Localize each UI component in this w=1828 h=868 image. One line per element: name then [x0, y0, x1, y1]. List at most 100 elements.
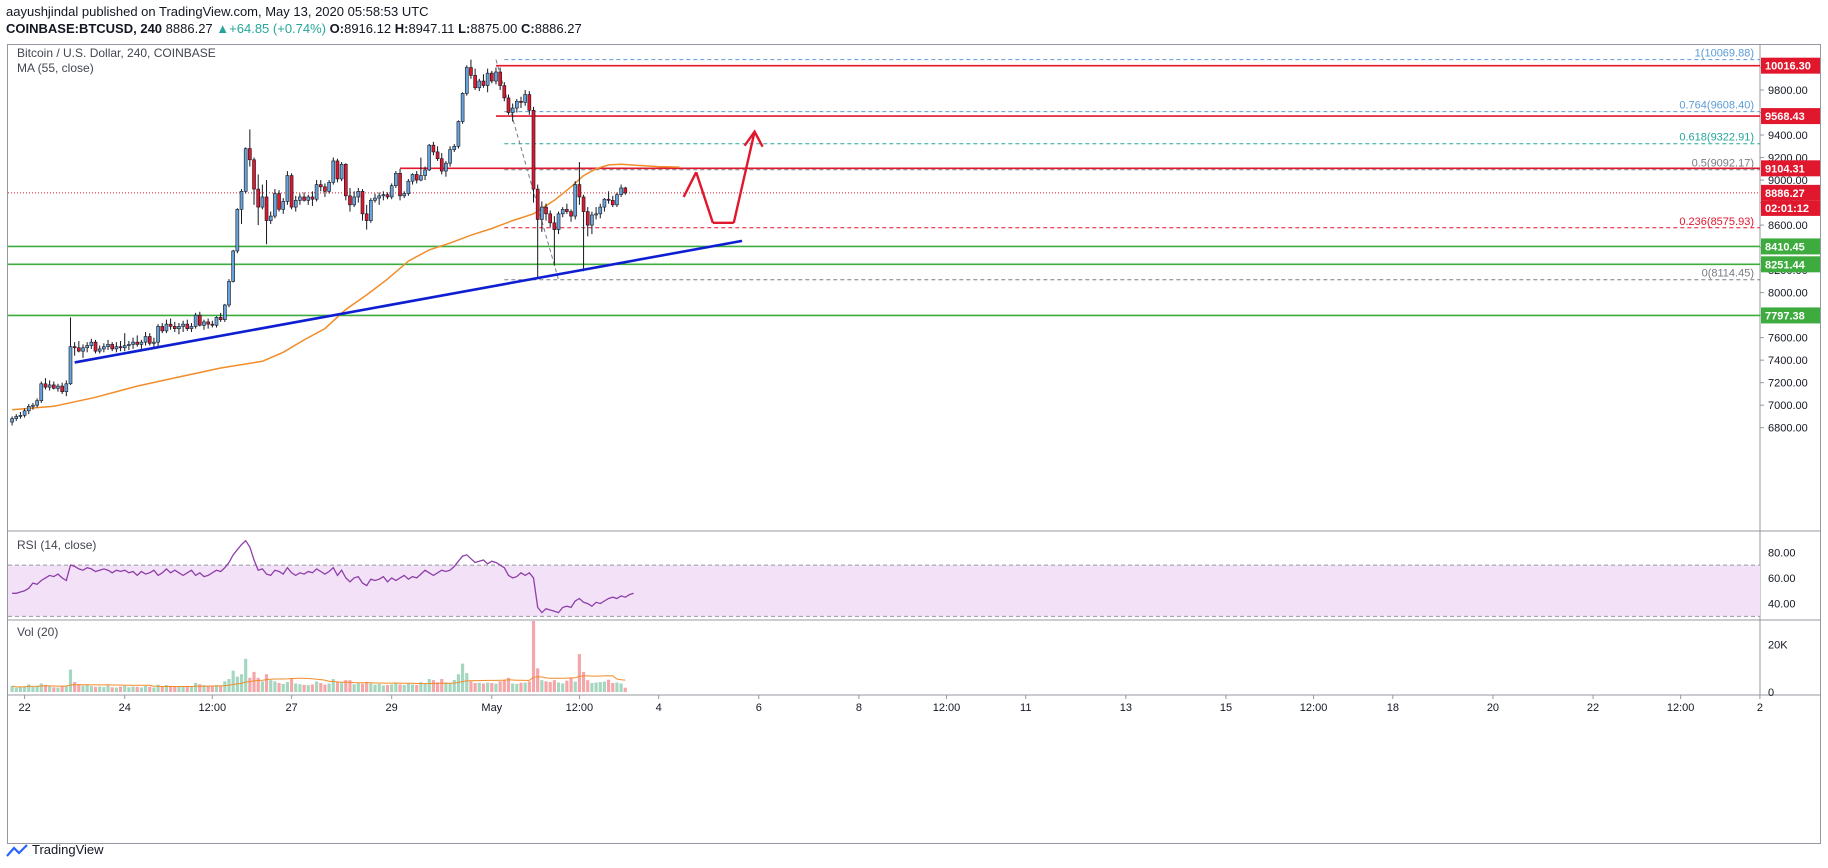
candle-body [523, 94, 527, 103]
volume-bar [131, 686, 135, 692]
price-tick-label: 7200.00 [1768, 378, 1808, 390]
time-tick-label: 12:00 [199, 702, 227, 714]
candle-body [64, 383, 69, 392]
candle-body [60, 385, 64, 392]
candle-body [289, 175, 294, 208]
volume-bar [114, 687, 118, 692]
candle-body [348, 195, 352, 206]
candle-body [427, 144, 432, 171]
candle-body [43, 383, 48, 388]
volume-bar [515, 683, 519, 692]
scenario-path-segment [732, 131, 756, 224]
volume-bar [43, 684, 48, 692]
volume-bar [289, 678, 294, 692]
candle-body [460, 93, 465, 122]
volume-bar [565, 680, 569, 692]
candle-body [594, 213, 598, 216]
volume-bar [569, 678, 573, 692]
symbol-label: COINBASE:BTCUSD, 240 [6, 21, 163, 36]
rsi-tick-label: 60.00 [1768, 573, 1796, 585]
candle-body [431, 144, 436, 153]
candle-body [285, 175, 290, 202]
candle-body [615, 194, 619, 206]
candle-body [281, 201, 286, 210]
time-tick-label: 12:00 [933, 702, 961, 714]
candle-body [385, 194, 390, 198]
volume-bar [394, 683, 398, 692]
volume-bar [139, 687, 143, 692]
candle-body [164, 323, 169, 332]
volume-bar [68, 669, 73, 692]
candle-body [590, 214, 594, 226]
volume-bar [461, 663, 465, 692]
volume-bar [323, 684, 327, 692]
candle-body [394, 173, 398, 186]
volume-bar [277, 683, 281, 692]
volume-bar [377, 683, 381, 692]
candle-body [585, 211, 590, 226]
candle-body [264, 196, 269, 221]
volume-bar [39, 683, 43, 692]
published-text: published on TradingView.com, May 13, 20… [81, 4, 429, 19]
candle-body [548, 213, 553, 224]
time-tick-label: 8 [856, 702, 862, 714]
volume-bar [469, 681, 473, 692]
volume-bar [490, 683, 494, 692]
price-label-text: 8251.44 [1765, 259, 1806, 271]
candle-body [335, 160, 340, 180]
volume-bar [477, 682, 481, 692]
volume-bar [561, 683, 565, 692]
volume-bar [506, 677, 511, 692]
time-tick-label: 22 [1587, 702, 1599, 714]
price-label-box [1761, 256, 1820, 273]
candle-body [223, 304, 227, 320]
candle-body [202, 321, 206, 326]
candle-body [389, 185, 394, 198]
volume-bar [285, 682, 289, 692]
volume-bar [573, 681, 577, 692]
footer-brand[interactable]: TradingView [6, 842, 104, 858]
time-tick-label: 12:00 [1300, 702, 1328, 714]
volume-bar [390, 684, 394, 692]
scenario-path-segment [695, 171, 715, 224]
candle-body [227, 281, 231, 306]
volume-bar [143, 686, 148, 692]
volume-tick-label: 20K [1768, 640, 1788, 652]
last-price: 8886.27 [165, 21, 213, 36]
candle-body [452, 146, 457, 150]
volume-bar [202, 685, 206, 692]
author-name[interactable]: aayushjindal [6, 4, 79, 19]
volume-bar [619, 683, 623, 692]
volume-bar [52, 687, 56, 692]
candle-body [72, 346, 77, 349]
candle-body [477, 80, 482, 89]
brand-name: TradingView [32, 842, 104, 857]
volume-bar [77, 684, 81, 692]
candle-body [485, 72, 490, 86]
candle-body [139, 341, 144, 345]
countdown-box [1761, 200, 1820, 216]
volume-bar [98, 686, 102, 692]
time-tick-label: 24 [119, 702, 131, 714]
candle-body [248, 148, 252, 161]
volume-bar [519, 682, 523, 692]
candle-body [444, 162, 448, 172]
candle-body [323, 186, 327, 192]
candle-body [293, 200, 298, 208]
candle-body [481, 80, 486, 86]
price-chart[interactable]: 6800.007000.007200.007400.007600.007800.… [8, 45, 1820, 843]
high-value: 8947.11 [408, 21, 455, 36]
candle-body [10, 418, 14, 423]
volume-bar [102, 687, 106, 692]
time-tick-label: 15 [1220, 702, 1232, 714]
volume-bar [586, 680, 590, 692]
volume-bar [360, 683, 365, 692]
price-label-box [1761, 184, 1820, 201]
volume-bar [10, 686, 14, 692]
candle-body [47, 384, 52, 388]
volume-bar [598, 682, 602, 692]
chart-frame[interactable]: 6800.007000.007200.007400.007600.007800.… [7, 44, 1821, 844]
fib-level-label: 0.764(9608.40) [1679, 100, 1754, 112]
candle-body [552, 222, 557, 230]
ma-legend: MA (55, close) [17, 61, 94, 75]
